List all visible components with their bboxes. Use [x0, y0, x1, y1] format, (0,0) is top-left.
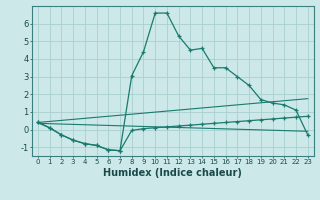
X-axis label: Humidex (Indice chaleur): Humidex (Indice chaleur) — [103, 168, 242, 178]
